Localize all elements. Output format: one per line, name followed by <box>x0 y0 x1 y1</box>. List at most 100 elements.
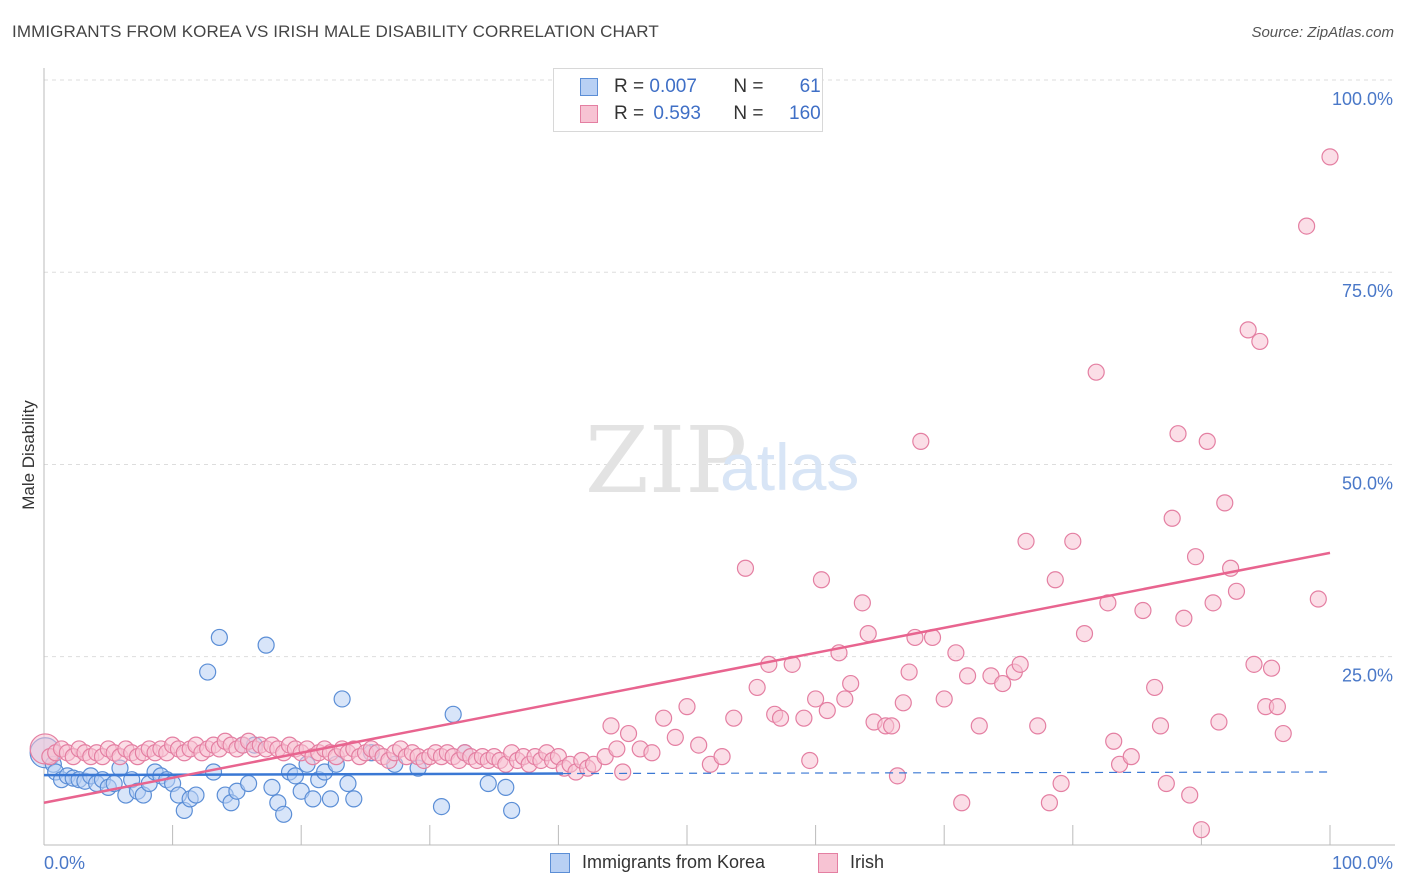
irish-point <box>1087 363 1105 381</box>
watermark-zip: ZIP <box>585 407 747 514</box>
irish-point <box>1251 332 1269 351</box>
irish-point <box>1157 774 1175 793</box>
grid-lines <box>44 79 1395 658</box>
chart-title: IMMIGRANTS FROM KOREA VS IRISH MALE DISA… <box>12 22 659 41</box>
irish-point <box>725 709 743 727</box>
irish-point <box>1210 713 1228 731</box>
irish-point <box>1192 821 1211 839</box>
irish-point <box>1011 655 1029 673</box>
korea-point <box>275 805 293 823</box>
korea-point <box>333 690 351 708</box>
y-tick-label: 75.0% <box>1342 281 1393 301</box>
irish-point <box>953 794 971 812</box>
irish-point <box>801 751 819 770</box>
irish-point <box>1227 582 1246 600</box>
korea-point <box>210 628 228 647</box>
irish-point <box>842 674 860 693</box>
irish-point <box>1151 717 1170 735</box>
legend-row-irish: R = 0.593 N = 160 <box>580 102 821 126</box>
irish-point <box>1181 786 1199 804</box>
korea-point <box>286 767 304 785</box>
irish-point <box>1274 724 1292 743</box>
irish-point <box>853 594 871 612</box>
x-tick-label: 0.0% <box>44 853 85 873</box>
irish-point <box>900 663 918 681</box>
irish-point <box>1052 774 1070 793</box>
irish-point <box>1122 748 1140 766</box>
irish-point <box>602 717 620 735</box>
irish-point <box>748 678 766 697</box>
korea-point <box>339 774 357 793</box>
irish-point <box>643 744 661 762</box>
trend-lines <box>43 551 1331 804</box>
irish-point <box>859 624 877 643</box>
irish-point <box>771 709 790 727</box>
irish-point <box>1298 217 1316 235</box>
irish-point <box>812 571 831 589</box>
irish-trend-line <box>43 551 1331 804</box>
legend-r-label: R = <box>614 76 650 97</box>
irish-point <box>1040 794 1059 812</box>
irish-point <box>1075 624 1094 643</box>
irish-point <box>760 655 778 673</box>
irish-point <box>1239 321 1257 339</box>
irish-point <box>1204 594 1222 612</box>
irish-point <box>970 717 988 735</box>
irish-point <box>1175 609 1193 627</box>
irish-point <box>1309 590 1327 608</box>
bottom-legend-korea: Immigrants from Korea <box>550 852 765 873</box>
irish-point <box>608 740 626 758</box>
irish-point <box>736 559 755 577</box>
bottom-legend-swatch-irish <box>818 852 838 873</box>
legend-n-value: 160 <box>789 103 821 124</box>
irish-point <box>1245 655 1263 673</box>
korea-point <box>263 778 281 796</box>
tick-labels: 100.0% 75.0% 50.0% 25.0% 0.0% 100.0% <box>44 89 1393 873</box>
irish-point <box>713 748 731 766</box>
legend: R = 0.007 N = 61 R = 0.593 N = 160 <box>553 68 823 132</box>
irish-point <box>666 728 684 747</box>
y-tick-label: 50.0% <box>1342 473 1393 493</box>
irish-point <box>1169 425 1187 443</box>
irish-point <box>678 698 696 716</box>
korea-point <box>257 636 275 654</box>
irish-point <box>1321 148 1339 166</box>
irish-point <box>795 709 813 727</box>
korea-point <box>432 797 451 816</box>
irish-point <box>1186 548 1205 566</box>
irish-point <box>888 767 907 785</box>
korea-point <box>497 778 515 796</box>
korea-point <box>239 774 258 793</box>
irish-point <box>1017 532 1035 550</box>
legend-r-value: 0.007 <box>649 76 697 97</box>
irish-point <box>935 690 953 708</box>
irish-point <box>836 690 854 708</box>
y-tick-label: 25.0% <box>1342 666 1393 686</box>
irish-point <box>1134 601 1152 620</box>
legend-n-value: 61 <box>799 76 821 97</box>
irish-point <box>947 644 965 662</box>
irish-point <box>894 694 912 712</box>
legend-swatch-irish <box>580 105 598 123</box>
irish-point <box>1029 717 1047 735</box>
watermark-atlas: atlas <box>720 430 859 504</box>
bottom-legend-label-korea: Immigrants from Korea <box>582 852 766 872</box>
irish-point <box>1216 494 1234 512</box>
axes <box>43 68 1395 846</box>
legend-n-label: N = <box>733 103 769 124</box>
irish-point <box>655 709 673 727</box>
irish-point <box>690 736 708 754</box>
irish-point <box>1105 732 1123 750</box>
x-tick-label: 100.0% <box>1332 853 1393 873</box>
source-label: Source: ZipAtlas.com <box>1251 24 1394 41</box>
irish-point <box>614 763 632 781</box>
irish-point <box>1146 678 1164 697</box>
irish-point <box>1163 509 1181 527</box>
irish-point <box>1262 659 1281 677</box>
legend-r-label: R = <box>614 103 650 124</box>
irish-point <box>806 690 825 708</box>
bottom-legend-swatch-korea <box>550 852 570 873</box>
irish-point <box>1268 698 1286 716</box>
korea-point <box>444 705 462 723</box>
